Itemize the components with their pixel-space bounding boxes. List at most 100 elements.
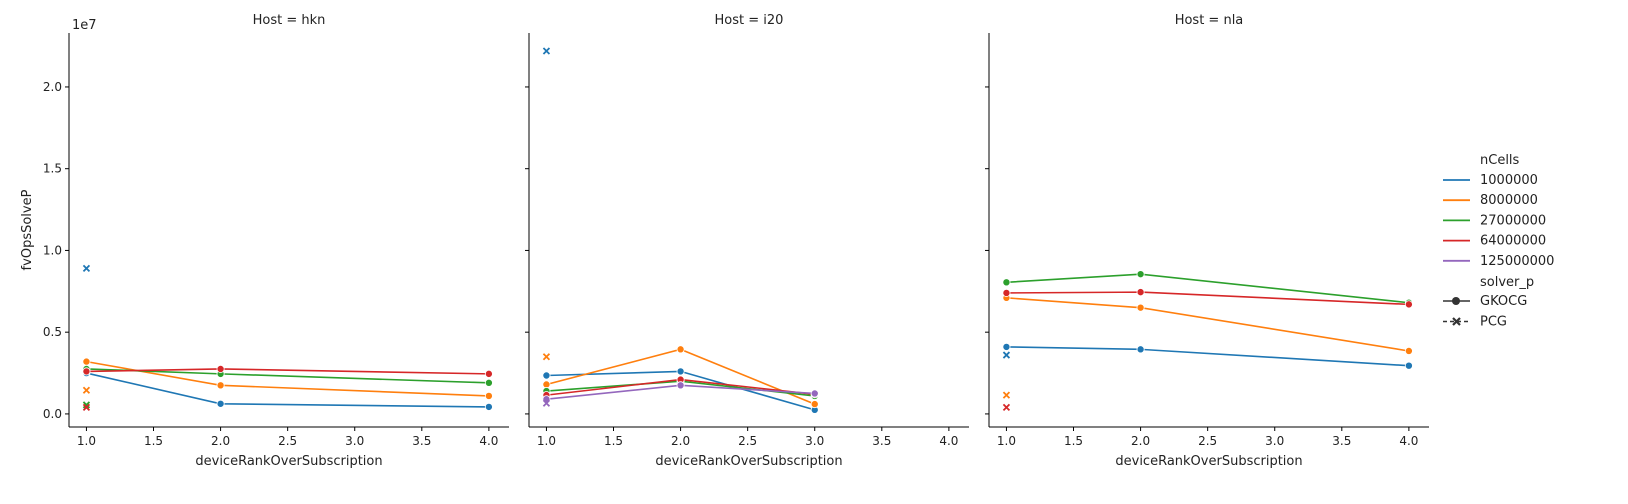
legend-label: 1000000 [1480, 173, 1538, 188]
legend-label: 125000000 [1480, 254, 1554, 269]
data-point [82, 357, 91, 366]
y-axis-label: fvOpsSolveP [20, 189, 35, 270]
x-tick-label: 1.0 [997, 434, 1016, 448]
x-tick-label: 2.0 [211, 434, 230, 448]
series-125000000-PCG [542, 399, 551, 407]
y-tick-label: 0.0 [43, 407, 62, 421]
x-tick-label: 2.0 [1131, 434, 1150, 448]
legend-label: 64000000 [1480, 234, 1546, 249]
x-axis-label: deviceRankOverSubscription [195, 454, 382, 469]
series-line [1006, 346, 1409, 367]
series-8000000-PCG [1002, 391, 1011, 399]
legend-style-label: GKOCG [1480, 294, 1527, 309]
data-point-x [1002, 391, 1011, 399]
series-64000000-PCG [82, 403, 91, 412]
data-point [542, 380, 551, 389]
data-point-x [542, 47, 551, 55]
legend-style-marker [1452, 297, 1460, 305]
x-tick-label: 2.0 [671, 434, 690, 448]
series-8000000-GKOCG [82, 357, 493, 400]
x-axis-label: deviceRankOverSubscription [1115, 454, 1302, 469]
data-point-x [82, 401, 91, 409]
x-tick-label: 2.5 [278, 434, 297, 448]
data-point-x [82, 264, 91, 273]
legend-hue-title: nCells [1480, 153, 1520, 168]
x-tick-label: 4.0 [1399, 434, 1418, 448]
y-tick-label: 0.5 [43, 325, 62, 339]
x-tick-label: 4.0 [939, 434, 958, 448]
series-64000000-GKOCG [1002, 288, 1413, 309]
x-tick-label: 1.5 [604, 434, 623, 448]
x-tick-label: 1.5 [144, 434, 163, 448]
y-tick-label: 1.5 [43, 162, 62, 176]
data-point [1404, 300, 1413, 309]
data-point [1002, 288, 1011, 297]
data-point [216, 399, 225, 408]
x-tick-label: 3.0 [345, 434, 364, 448]
series-1000000-PCG [1002, 351, 1011, 359]
data-point [810, 400, 819, 409]
x-tick-label: 3.5 [872, 434, 891, 448]
series-1000000-PCG [82, 264, 91, 273]
series-8000000-GKOCG [542, 345, 819, 409]
series-64000000-GKOCG [82, 364, 493, 378]
legend-style-marker [1452, 317, 1461, 326]
legend: nCells solver_p 1000000 8000000 27000000 64… [1443, 153, 1554, 330]
data-point [676, 367, 685, 376]
data-point [1136, 345, 1145, 354]
panel-title: Host = nla [1175, 13, 1244, 28]
x-tick-label: 3.5 [412, 434, 431, 448]
data-point [810, 389, 819, 398]
data-point-x [542, 353, 551, 361]
data-point [1404, 346, 1413, 355]
x-tick-label: 3.0 [805, 434, 824, 448]
data-point-x [542, 399, 551, 407]
series-8000000-PCG [82, 386, 91, 394]
series-27000000-GKOCG [82, 364, 493, 387]
x-tick-label: 2.5 [1198, 434, 1217, 448]
series-line [86, 372, 489, 408]
x-axis-label: deviceRankOverSubscription [655, 454, 842, 469]
series-64000000-PCG [1002, 403, 1011, 412]
series-1000000-GKOCG [1002, 342, 1413, 370]
data-point [1002, 278, 1011, 287]
data-point [484, 391, 493, 400]
data-point [542, 371, 551, 380]
data-point-x [1002, 351, 1011, 359]
data-point [216, 381, 225, 390]
x-tick-label: 2.5 [738, 434, 757, 448]
series-line [1006, 297, 1410, 352]
series-27000000-PCG [82, 401, 91, 409]
legend-label: 27000000 [1480, 213, 1546, 228]
x-tick-label: 1.0 [77, 434, 96, 448]
data-point [484, 369, 493, 378]
data-point [1404, 361, 1413, 370]
x-tick-label: 1.5 [1064, 434, 1083, 448]
data-point [82, 367, 91, 376]
y-tick-label: 1.0 [43, 243, 62, 257]
panel-title: Host = i20 [715, 13, 784, 28]
x-tick-label: 3.5 [1332, 434, 1351, 448]
y-offset-label: 1e7 [72, 18, 97, 33]
data-point [1136, 303, 1145, 312]
x-tick-label: 3.0 [1265, 434, 1284, 448]
series-8000000-PCG [542, 353, 551, 361]
data-point [1136, 288, 1145, 297]
legend-style-title: solver_p [1480, 275, 1534, 290]
legend-style-label: PCG [1480, 315, 1507, 330]
panel-2: Host = i20 1.0 1.5 2.0 2.5 3.0 3.5 4.0 deviceRan… [525, 13, 969, 469]
data-point-x [82, 386, 91, 394]
x-tick-label: 1.0 [537, 434, 556, 448]
data-point-x [1002, 403, 1011, 412]
panel-title: Host = hkn [253, 13, 326, 28]
y-tick-label: 2.0 [43, 80, 62, 94]
data-point [676, 345, 685, 354]
panel-1: Host = hkn 1.0 1.5 2.0 2.5 3.0 3.5 4.0 0.0 0.5 1.0… [43, 13, 509, 469]
data-point [1136, 270, 1145, 279]
series-line [1006, 273, 1409, 304]
series-1000000-PCG [542, 47, 551, 55]
data-point [484, 402, 493, 411]
series-line [86, 360, 489, 397]
